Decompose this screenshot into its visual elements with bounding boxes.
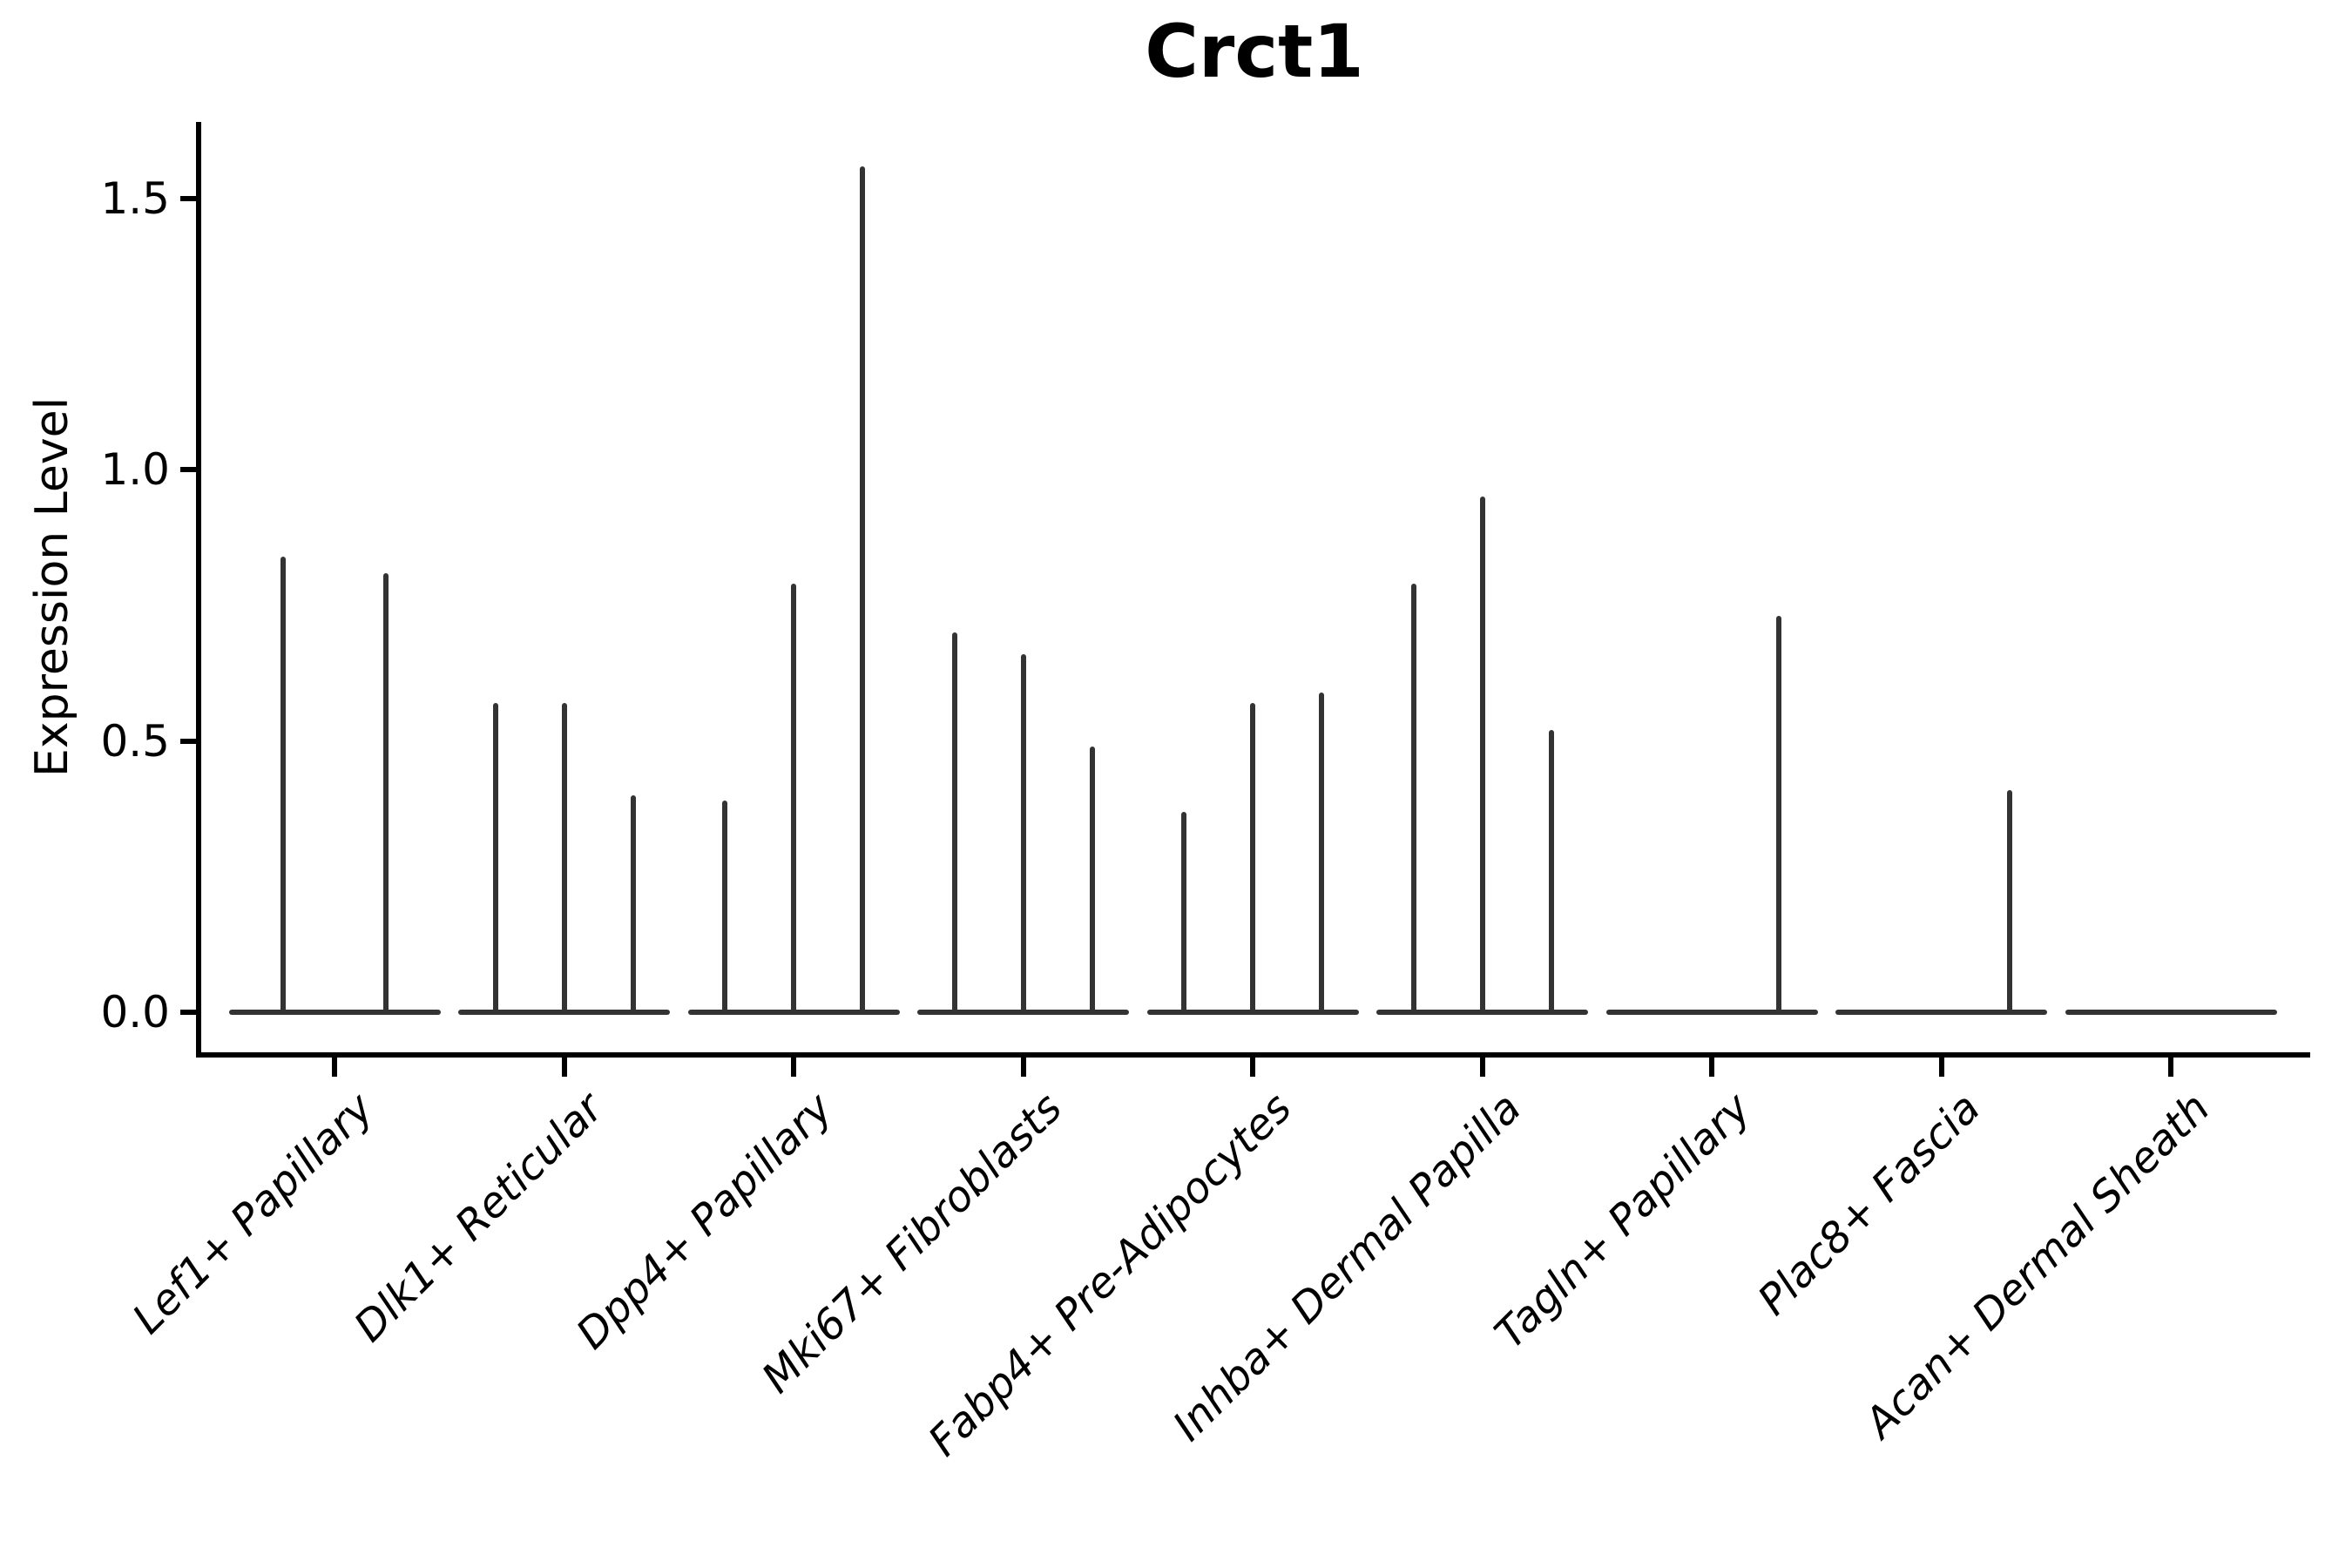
violin-baseline	[2065, 1010, 2277, 1015]
violin-spike	[1181, 811, 1186, 1015]
y-tick	[180, 467, 196, 473]
violin-spike	[383, 572, 389, 1015]
x-tick	[1020, 1058, 1026, 1077]
y-axis-spine	[196, 122, 201, 1058]
violin-baseline	[1835, 1010, 2047, 1015]
violin-spike	[561, 703, 567, 1015]
violin-spike	[860, 166, 865, 1015]
violin-spike	[951, 632, 957, 1015]
y-tick-label: 0.5	[100, 715, 170, 767]
x-tick	[332, 1058, 337, 1077]
y-tick-label: 0.0	[100, 987, 170, 1037]
y-tick-label: 1.0	[100, 444, 170, 496]
x-tick	[1938, 1058, 1944, 1077]
y-tick	[180, 738, 196, 744]
y-axis-label: Expression Level	[26, 396, 78, 778]
violin-spike	[1479, 497, 1485, 1015]
violin-spike	[1776, 616, 1781, 1015]
y-tick-label: 1.5	[100, 172, 170, 224]
violin-spike	[280, 556, 286, 1015]
y-tick	[180, 1010, 196, 1015]
x-tick	[561, 1058, 567, 1077]
chart-title: Crct1	[1145, 9, 1364, 94]
violin-spike	[492, 703, 498, 1015]
violin-spike	[630, 794, 636, 1015]
violin-spike	[1250, 703, 1255, 1015]
violin-baseline	[228, 1010, 441, 1015]
x-tick	[1250, 1058, 1255, 1077]
violin-spike	[722, 801, 727, 1015]
x-tick	[1709, 1058, 1714, 1077]
violin-spike	[1548, 730, 1554, 1015]
violin-baseline	[1605, 1010, 1818, 1015]
violin-spike	[1089, 746, 1095, 1015]
x-tick	[2168, 1058, 2173, 1077]
violin-spike	[1319, 692, 1324, 1015]
x-tick	[1479, 1058, 1485, 1077]
violin-spike	[1020, 654, 1026, 1015]
y-tick	[180, 195, 196, 201]
x-axis-spine	[196, 1052, 2310, 1058]
x-tick	[791, 1058, 796, 1077]
violin-spike	[791, 584, 796, 1015]
x-tick-label: Dlk1+ Reticular	[344, 1084, 613, 1352]
violin-spike	[2006, 789, 2012, 1015]
violin-spike	[1410, 584, 1416, 1015]
